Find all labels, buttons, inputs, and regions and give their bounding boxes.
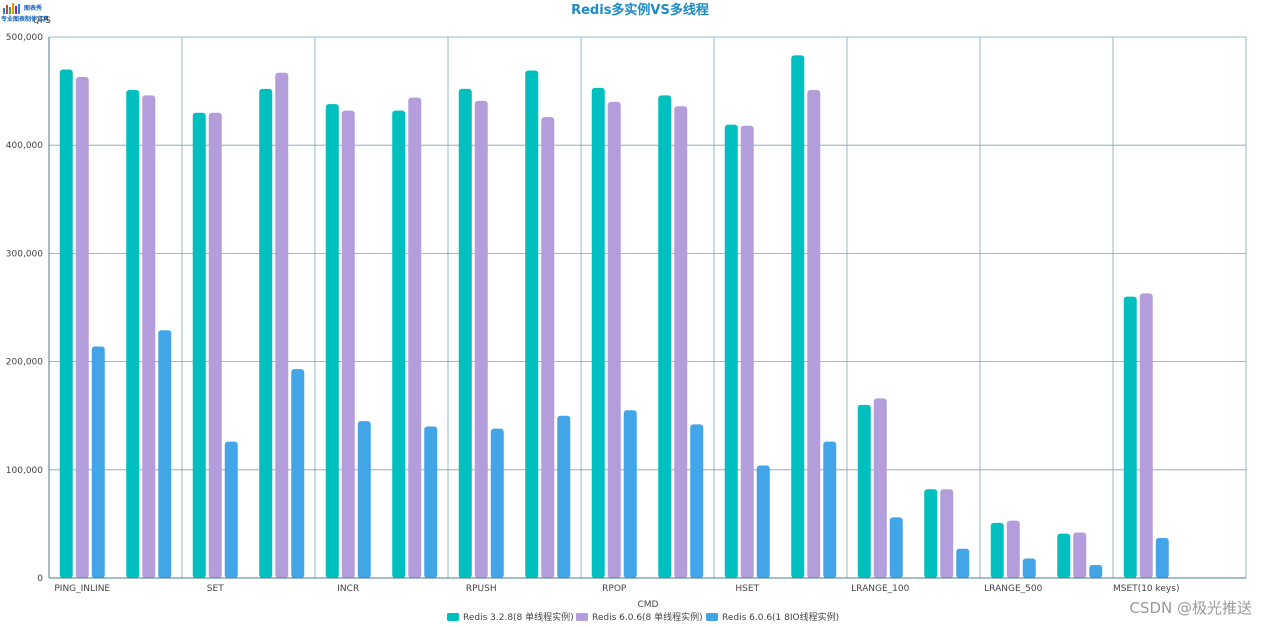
bar[interactable] <box>990 522 1004 578</box>
y-tick-label: 200,000 <box>6 358 43 368</box>
bar[interactable] <box>474 100 488 578</box>
bar[interactable] <box>208 112 222 579</box>
bar[interactable] <box>325 104 339 579</box>
x-axis-name: CMD <box>638 600 659 610</box>
bar[interactable] <box>940 489 954 578</box>
x-tick-label: LRANGE_500 <box>984 584 1042 594</box>
bar[interactable] <box>525 70 539 579</box>
y-tick-label: 0 <box>37 574 43 584</box>
bar[interactable] <box>1155 537 1169 578</box>
bar[interactable] <box>142 95 156 578</box>
bar[interactable] <box>91 346 105 578</box>
legend-swatch <box>706 613 718 621</box>
legend: Redis 3.2.8(8 单线程实例) Redis 6.0.6(8 单线程实例)… <box>447 611 839 623</box>
y-tick-label: 400,000 <box>6 141 43 151</box>
bar[interactable] <box>158 330 172 578</box>
bars <box>59 55 1169 579</box>
bar[interactable] <box>1022 558 1036 578</box>
bar[interactable] <box>392 110 406 579</box>
bar[interactable] <box>557 415 571 578</box>
bar[interactable] <box>1089 565 1103 578</box>
legend-label: Redis 6.0.6(1 8IO线程实例) <box>722 611 839 623</box>
legend-item[interactable]: Redis 6.0.6(1 8IO线程实例) <box>706 611 839 623</box>
axes: 0 100,000 200,000 300,000 400,000 500,000 PING… <box>6 33 1246 594</box>
bar[interactable] <box>291 369 305 578</box>
bar[interactable] <box>690 424 704 578</box>
bar[interactable] <box>740 125 754 578</box>
x-tick-label: RPOP <box>602 584 627 594</box>
bar[interactable] <box>357 421 371 578</box>
x-tick-label: MSET(10 keys) <box>1113 584 1179 594</box>
bar[interactable] <box>956 548 970 578</box>
bar[interactable] <box>192 112 206 579</box>
bar[interactable] <box>756 465 770 578</box>
legend-swatch <box>447 613 459 621</box>
legend-item[interactable]: Redis 3.2.8(8 单线程实例) <box>447 611 574 623</box>
x-tick-label: HSET <box>735 584 759 594</box>
bar[interactable] <box>591 87 605 578</box>
bar[interactable] <box>75 77 89 578</box>
legend-label: Redis 6.0.6(8 单线程实例) <box>592 611 703 623</box>
logo-name: 图表秀 <box>24 4 43 12</box>
bar[interactable] <box>490 428 504 578</box>
bar[interactable] <box>224 441 238 578</box>
bar[interactable] <box>59 69 73 579</box>
bar[interactable] <box>674 106 688 579</box>
watermark-text: CSDN @极光推送 <box>1129 599 1252 617</box>
legend-item[interactable]: Redis 6.0.6(8 单线程实例) <box>576 611 703 623</box>
grid <box>49 36 1247 578</box>
x-tick-label: INCR <box>337 584 359 594</box>
bar[interactable] <box>857 404 871 578</box>
y-tick-label: 300,000 <box>6 249 43 259</box>
x-tick-label: SET <box>207 584 224 594</box>
logo-tagline: 专业图表制作工具 <box>1 15 49 23</box>
chart-title: Redis多实例VS多线程 <box>571 2 709 18</box>
bar[interactable] <box>658 95 672 578</box>
bar[interactable] <box>275 72 289 579</box>
bar[interactable] <box>1006 520 1020 578</box>
y-axis-name: QPS <box>33 16 52 26</box>
bar[interactable] <box>889 517 903 578</box>
logo-icon <box>3 3 20 14</box>
bar[interactable] <box>1073 532 1087 578</box>
bar[interactable] <box>1123 296 1137 578</box>
bar[interactable] <box>724 124 738 578</box>
bar[interactable] <box>1057 533 1071 578</box>
bar[interactable] <box>458 88 472 578</box>
x-tick-label: PING_INLINE <box>54 584 110 594</box>
legend-label: Redis 3.2.8(8 单线程实例) <box>463 611 574 623</box>
bar[interactable] <box>408 97 422 578</box>
bar[interactable] <box>341 110 355 579</box>
bar[interactable] <box>607 101 621 579</box>
bar[interactable] <box>126 90 140 578</box>
y-tick-label: 500,000 <box>6 33 43 43</box>
legend-swatch <box>576 613 588 621</box>
y-tick-label: 100,000 <box>6 466 43 476</box>
bar[interactable] <box>259 88 273 578</box>
x-tick-label: LRANGE_100 <box>851 584 909 594</box>
bar[interactable] <box>807 90 821 578</box>
brand-logo: 图表秀 专业图表制作工具 <box>1 3 49 23</box>
bar[interactable] <box>541 117 555 579</box>
bar[interactable] <box>924 489 938 578</box>
bar[interactable] <box>873 398 887 578</box>
x-tick-label: RPUSH <box>466 584 497 594</box>
bar[interactable] <box>823 441 837 578</box>
bar[interactable] <box>424 426 438 578</box>
bar[interactable] <box>1139 293 1153 578</box>
bar[interactable] <box>791 55 805 579</box>
bar[interactable] <box>623 410 637 578</box>
